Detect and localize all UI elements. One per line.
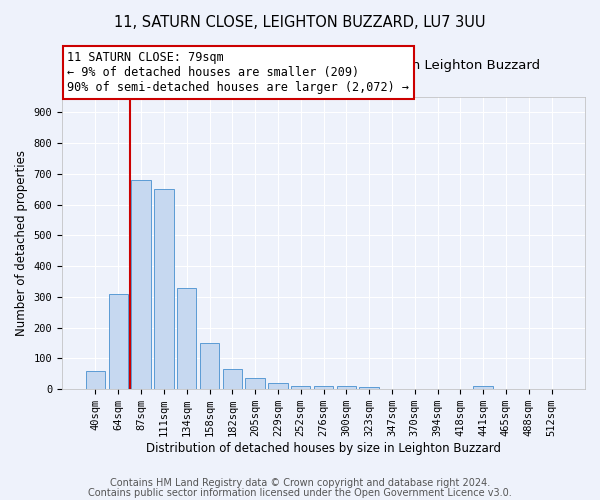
Bar [154, 189, 173, 389]
Text: Contains HM Land Registry data © Crown copyright and database right 2024.: Contains HM Land Registry data © Crown c… [110, 478, 490, 488]
Text: Contains public sector information licensed under the Open Government Licence v3: Contains public sector information licen… [88, 488, 512, 498]
Bar [86, 371, 105, 389]
X-axis label: Distribution of detached houses by size in Leighton Buzzard: Distribution of detached houses by size … [146, 442, 501, 455]
Bar [177, 288, 196, 389]
Text: 11, SATURN CLOSE, LEIGHTON BUZZARD, LU7 3UU: 11, SATURN CLOSE, LEIGHTON BUZZARD, LU7 … [114, 15, 486, 30]
Bar [245, 378, 265, 389]
Bar [359, 387, 379, 389]
Bar [268, 383, 287, 389]
Title: Size of property relative to detached houses in Leighton Buzzard: Size of property relative to detached ho… [107, 59, 540, 72]
Bar [223, 369, 242, 389]
Bar [109, 294, 128, 389]
Bar [131, 180, 151, 389]
Bar [291, 386, 310, 389]
Bar [314, 386, 333, 389]
Bar [200, 343, 219, 389]
Text: 11 SATURN CLOSE: 79sqm
← 9% of detached houses are smaller (209)
90% of semi-det: 11 SATURN CLOSE: 79sqm ← 9% of detached … [67, 51, 409, 94]
Y-axis label: Number of detached properties: Number of detached properties [15, 150, 28, 336]
Bar [473, 386, 493, 389]
Bar [337, 386, 356, 389]
